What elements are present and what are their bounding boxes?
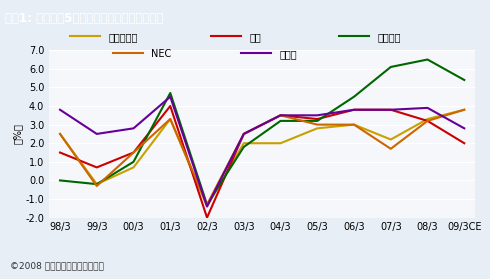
Text: 東芝: 東芝 xyxy=(249,32,261,42)
Text: 日立製作所: 日立製作所 xyxy=(109,32,138,42)
Text: NEC: NEC xyxy=(151,49,172,59)
Y-axis label: （%）: （%） xyxy=(12,124,23,144)
Text: 三菱電機: 三菱電機 xyxy=(377,32,401,42)
Text: ©2008 スタンダード＆プアーズ: ©2008 スタンダード＆プアーズ xyxy=(10,261,104,270)
Text: 富士通: 富士通 xyxy=(279,49,297,59)
Text: 図表1: 総合電機5社の売上高営業利益率の推移: 図表1: 総合電機5社の売上高営業利益率の推移 xyxy=(5,12,163,25)
